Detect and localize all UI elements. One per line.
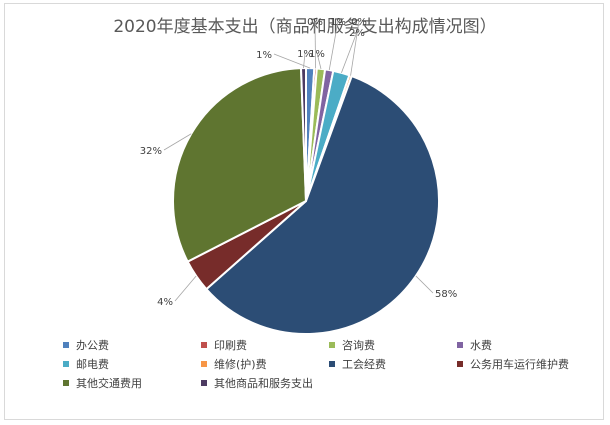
data-label-8: 4%	[157, 297, 173, 308]
legend-swatch	[329, 361, 335, 367]
leader-line-9	[163, 133, 192, 151]
legend-swatch	[329, 342, 335, 348]
legend-label: 印刷费	[214, 339, 247, 352]
legend-swatch	[201, 380, 207, 386]
leader-line-3	[316, 52, 322, 69]
leader-line-6	[350, 20, 360, 76]
data-label-4: 1%	[330, 17, 346, 28]
legend-label: 其他商品和服务支出	[214, 377, 313, 390]
legend-swatch	[457, 361, 463, 367]
data-label-2: 0%	[307, 17, 323, 28]
leader-line-10	[303, 52, 306, 69]
legend-swatch	[201, 342, 207, 348]
legend-label: 邮电费	[76, 358, 109, 371]
legend-swatch	[201, 361, 207, 367]
legend-item: 印刷费	[201, 338, 247, 352]
legend-item: 办公费	[63, 338, 109, 352]
legend-swatch	[457, 342, 463, 348]
chart-title: 2020年度基本支出（商品和服务支出构成情况图）	[113, 17, 497, 37]
leader-line-8	[174, 275, 197, 302]
data-label-1: 1%	[256, 50, 272, 61]
chart-frame: 2020年度基本支出（商品和服务支出构成情况图） 1% 0% 1% 1% 2% 0% 58%…	[4, 3, 604, 420]
legend-swatch	[63, 380, 69, 386]
leader-line-2	[314, 20, 316, 69]
data-label-6: 0%	[351, 17, 367, 28]
legend-label: 公务用车运行维护费	[470, 358, 569, 371]
legend-swatch	[63, 342, 69, 348]
legend-item: 水费	[457, 338, 492, 352]
legend-item: 维修(护)费	[201, 357, 267, 371]
legend-item: 其他商品和服务支出	[201, 376, 313, 390]
legend-item: 其他交通费用	[63, 376, 142, 390]
data-label-3: 1%	[309, 49, 325, 60]
legend-label: 维修(护)费	[214, 358, 267, 371]
data-label-9: 32%	[140, 146, 162, 157]
leader-line-5	[341, 31, 358, 73]
data-label-10: 1%	[297, 49, 313, 60]
data-label-7: 58%	[435, 289, 457, 300]
legend-item: 咨询费	[329, 338, 375, 352]
legend-label: 办公费	[76, 339, 109, 352]
legend-swatch	[63, 361, 69, 367]
legend-item: 公务用车运行维护费	[457, 357, 569, 371]
pie-slice-7	[204, 74, 440, 335]
legend-label: 水费	[470, 339, 492, 352]
leader-line-4	[328, 20, 339, 71]
legend-label: 咨询费	[342, 339, 375, 352]
legend-item: 工会经费	[329, 357, 386, 371]
data-label-5: 2%	[349, 28, 365, 39]
leader-line-1	[273, 53, 311, 69]
legend-item: 邮电费	[63, 357, 109, 371]
legend-label: 其他交通费用	[76, 377, 142, 390]
pie-chart: 1%0%1%1%2%0%58%4%32%1%	[140, 17, 457, 335]
legend-label: 工会经费	[342, 358, 386, 371]
leader-line-7	[415, 275, 434, 294]
